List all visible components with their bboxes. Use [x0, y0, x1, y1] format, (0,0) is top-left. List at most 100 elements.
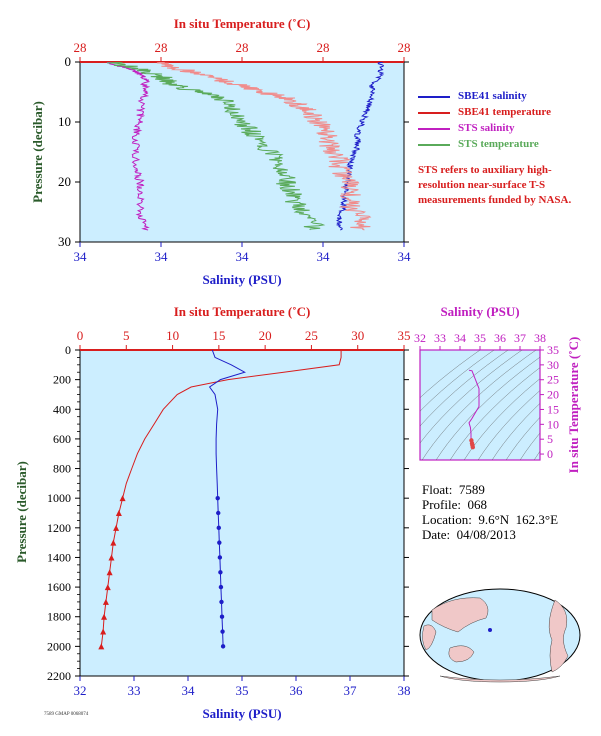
salinity-marker	[216, 525, 221, 531]
main-temp-tick-label: 10	[166, 328, 179, 343]
ts-panel-right-axis-label: In situ Temperature (˚C)	[566, 337, 581, 474]
main-pressure-tick-label: 1600	[47, 580, 71, 594]
density-contour	[505, 417, 540, 460]
main-salinity-line	[208, 349, 246, 647]
density-contour	[449, 367, 540, 460]
salinity-marker	[218, 584, 224, 590]
ts-temp-tick-label: 5	[547, 432, 553, 446]
main-pressure-tick-label: 600	[53, 432, 71, 446]
temperature-marker	[113, 524, 120, 531]
legend-swatch	[418, 128, 450, 130]
main-panel-y-axis-label: Pressure (decibar)	[14, 461, 29, 563]
map-land-antarctica	[439, 675, 561, 683]
ts-temp-tick-label: 30	[547, 358, 559, 372]
legend-swatch	[418, 144, 450, 146]
density-contour	[463, 378, 540, 460]
temperature-marker	[102, 598, 109, 605]
main-pressure-tick-label: 200	[53, 373, 71, 387]
main-sal-tick-label: 37	[344, 683, 358, 698]
legend-label: STS temperature	[458, 138, 539, 150]
main-temp-tick-label: 0	[77, 328, 84, 343]
main-pressure-tick-label: 0	[65, 343, 71, 357]
top-temp-tick-label: 28	[317, 40, 330, 55]
main-temp-tick-label: 20	[259, 328, 272, 343]
main-sal-tick-label: 34	[182, 683, 196, 698]
location-map	[419, 588, 581, 683]
density-contour	[435, 356, 540, 460]
ts-sal-tick-label: 36	[494, 331, 506, 345]
top-profile-panel: In situ Temperature (˚C) Salinity (PSU) …	[30, 16, 411, 287]
top-pressure-tick-label: 10	[58, 114, 71, 129]
top-sal-tick-label: 34	[317, 249, 331, 264]
main-pressure-tick-label: 2000	[47, 639, 71, 653]
main-sal-tick-label: 32	[74, 683, 87, 698]
ts-temp-tick-label: 25	[547, 373, 559, 387]
profile-number: Profile: 068	[422, 497, 487, 512]
main-pressure-tick-label: 1400	[47, 550, 71, 564]
main-sal-tick-label: 35	[236, 683, 249, 698]
map-land-africa	[422, 624, 437, 651]
top-sts-salinity-line	[106, 62, 151, 231]
top-pressure-tick-label: 0	[65, 54, 72, 69]
ts-deep-marker	[470, 445, 475, 450]
top-sal-tick-label: 34	[155, 249, 169, 264]
sts-note: STS refers to auxiliary high-resolution …	[418, 164, 572, 206]
main-temp-tick-label: 5	[123, 328, 130, 343]
ts-temp-tick-label: 20	[547, 388, 559, 402]
top-sts-temperature-line	[106, 62, 326, 231]
main-sal-tick-label: 36	[290, 683, 304, 698]
main-pressure-tick-label: 1800	[47, 610, 71, 624]
ts-sal-tick-label: 37	[514, 331, 526, 345]
salinity-marker	[215, 495, 220, 501]
top-temp-tick-label: 28	[398, 40, 411, 55]
top-panel-top-axis-label: In situ Temperature (˚C)	[174, 16, 311, 31]
density-contour	[477, 390, 540, 460]
top-temp-tick-label: 28	[155, 40, 168, 55]
salinity-marker	[219, 599, 224, 605]
ts-sal-tick-label: 33	[434, 331, 446, 345]
legend-label: SBE41 salinity	[458, 90, 527, 102]
temperature-marker	[106, 569, 113, 576]
top-temp-tick-label: 28	[236, 40, 249, 55]
temperature-marker	[100, 628, 107, 635]
top-panel-y-axis-label: Pressure (decibar)	[30, 101, 45, 203]
density-contour	[519, 432, 540, 460]
top-pressure-tick-label: 20	[58, 174, 71, 189]
top-sal-tick-label: 34	[236, 249, 250, 264]
temperature-marker	[108, 554, 115, 561]
top-plot-area	[79, 61, 405, 243]
ts-plot-area	[419, 349, 541, 461]
ts-temp-tick-label: 35	[547, 343, 559, 357]
ts-temp-tick-label: 10	[547, 417, 559, 431]
salinity-marker	[220, 644, 226, 649]
top-sbe41-salinity-line	[335, 62, 385, 231]
main-panel-bottom-axis-label: Salinity (PSU)	[202, 706, 281, 721]
legend-label: STS salinity	[458, 122, 515, 134]
ts-sal-tick-label: 32	[414, 331, 426, 345]
main-temp-tick-label: 30	[351, 328, 364, 343]
ts-temp-tick-label: 0	[547, 447, 553, 461]
density-contour	[420, 350, 523, 444]
salinity-marker	[217, 540, 222, 545]
temperature-marker	[98, 643, 105, 650]
map-land-asia	[431, 597, 489, 633]
main-profile-panel: In situ Temperature (˚C) Salinity (PSU) …	[14, 304, 411, 721]
ts-sal-tick-label: 34	[454, 331, 466, 345]
density-contour	[533, 450, 540, 460]
ts-sal-tick-label: 35	[474, 331, 486, 345]
map-land-australia	[448, 645, 475, 663]
main-plot-area	[79, 349, 405, 677]
salinity-marker	[216, 510, 221, 516]
density-contour	[420, 350, 495, 412]
ts-panel-top-axis-label: Salinity (PSU)	[440, 304, 519, 319]
float-number: Float: 7589	[422, 482, 485, 497]
salinity-marker	[218, 570, 223, 575]
top-temp-tick-label: 28	[74, 40, 87, 55]
salinity-marker	[217, 555, 223, 560]
density-contour	[421, 350, 537, 460]
date-text: Date: 04/08/2013	[422, 527, 516, 542]
map-land-americas	[548, 599, 569, 673]
legend-label: SBE41 temperature	[458, 106, 551, 118]
legend-swatch	[418, 112, 450, 114]
